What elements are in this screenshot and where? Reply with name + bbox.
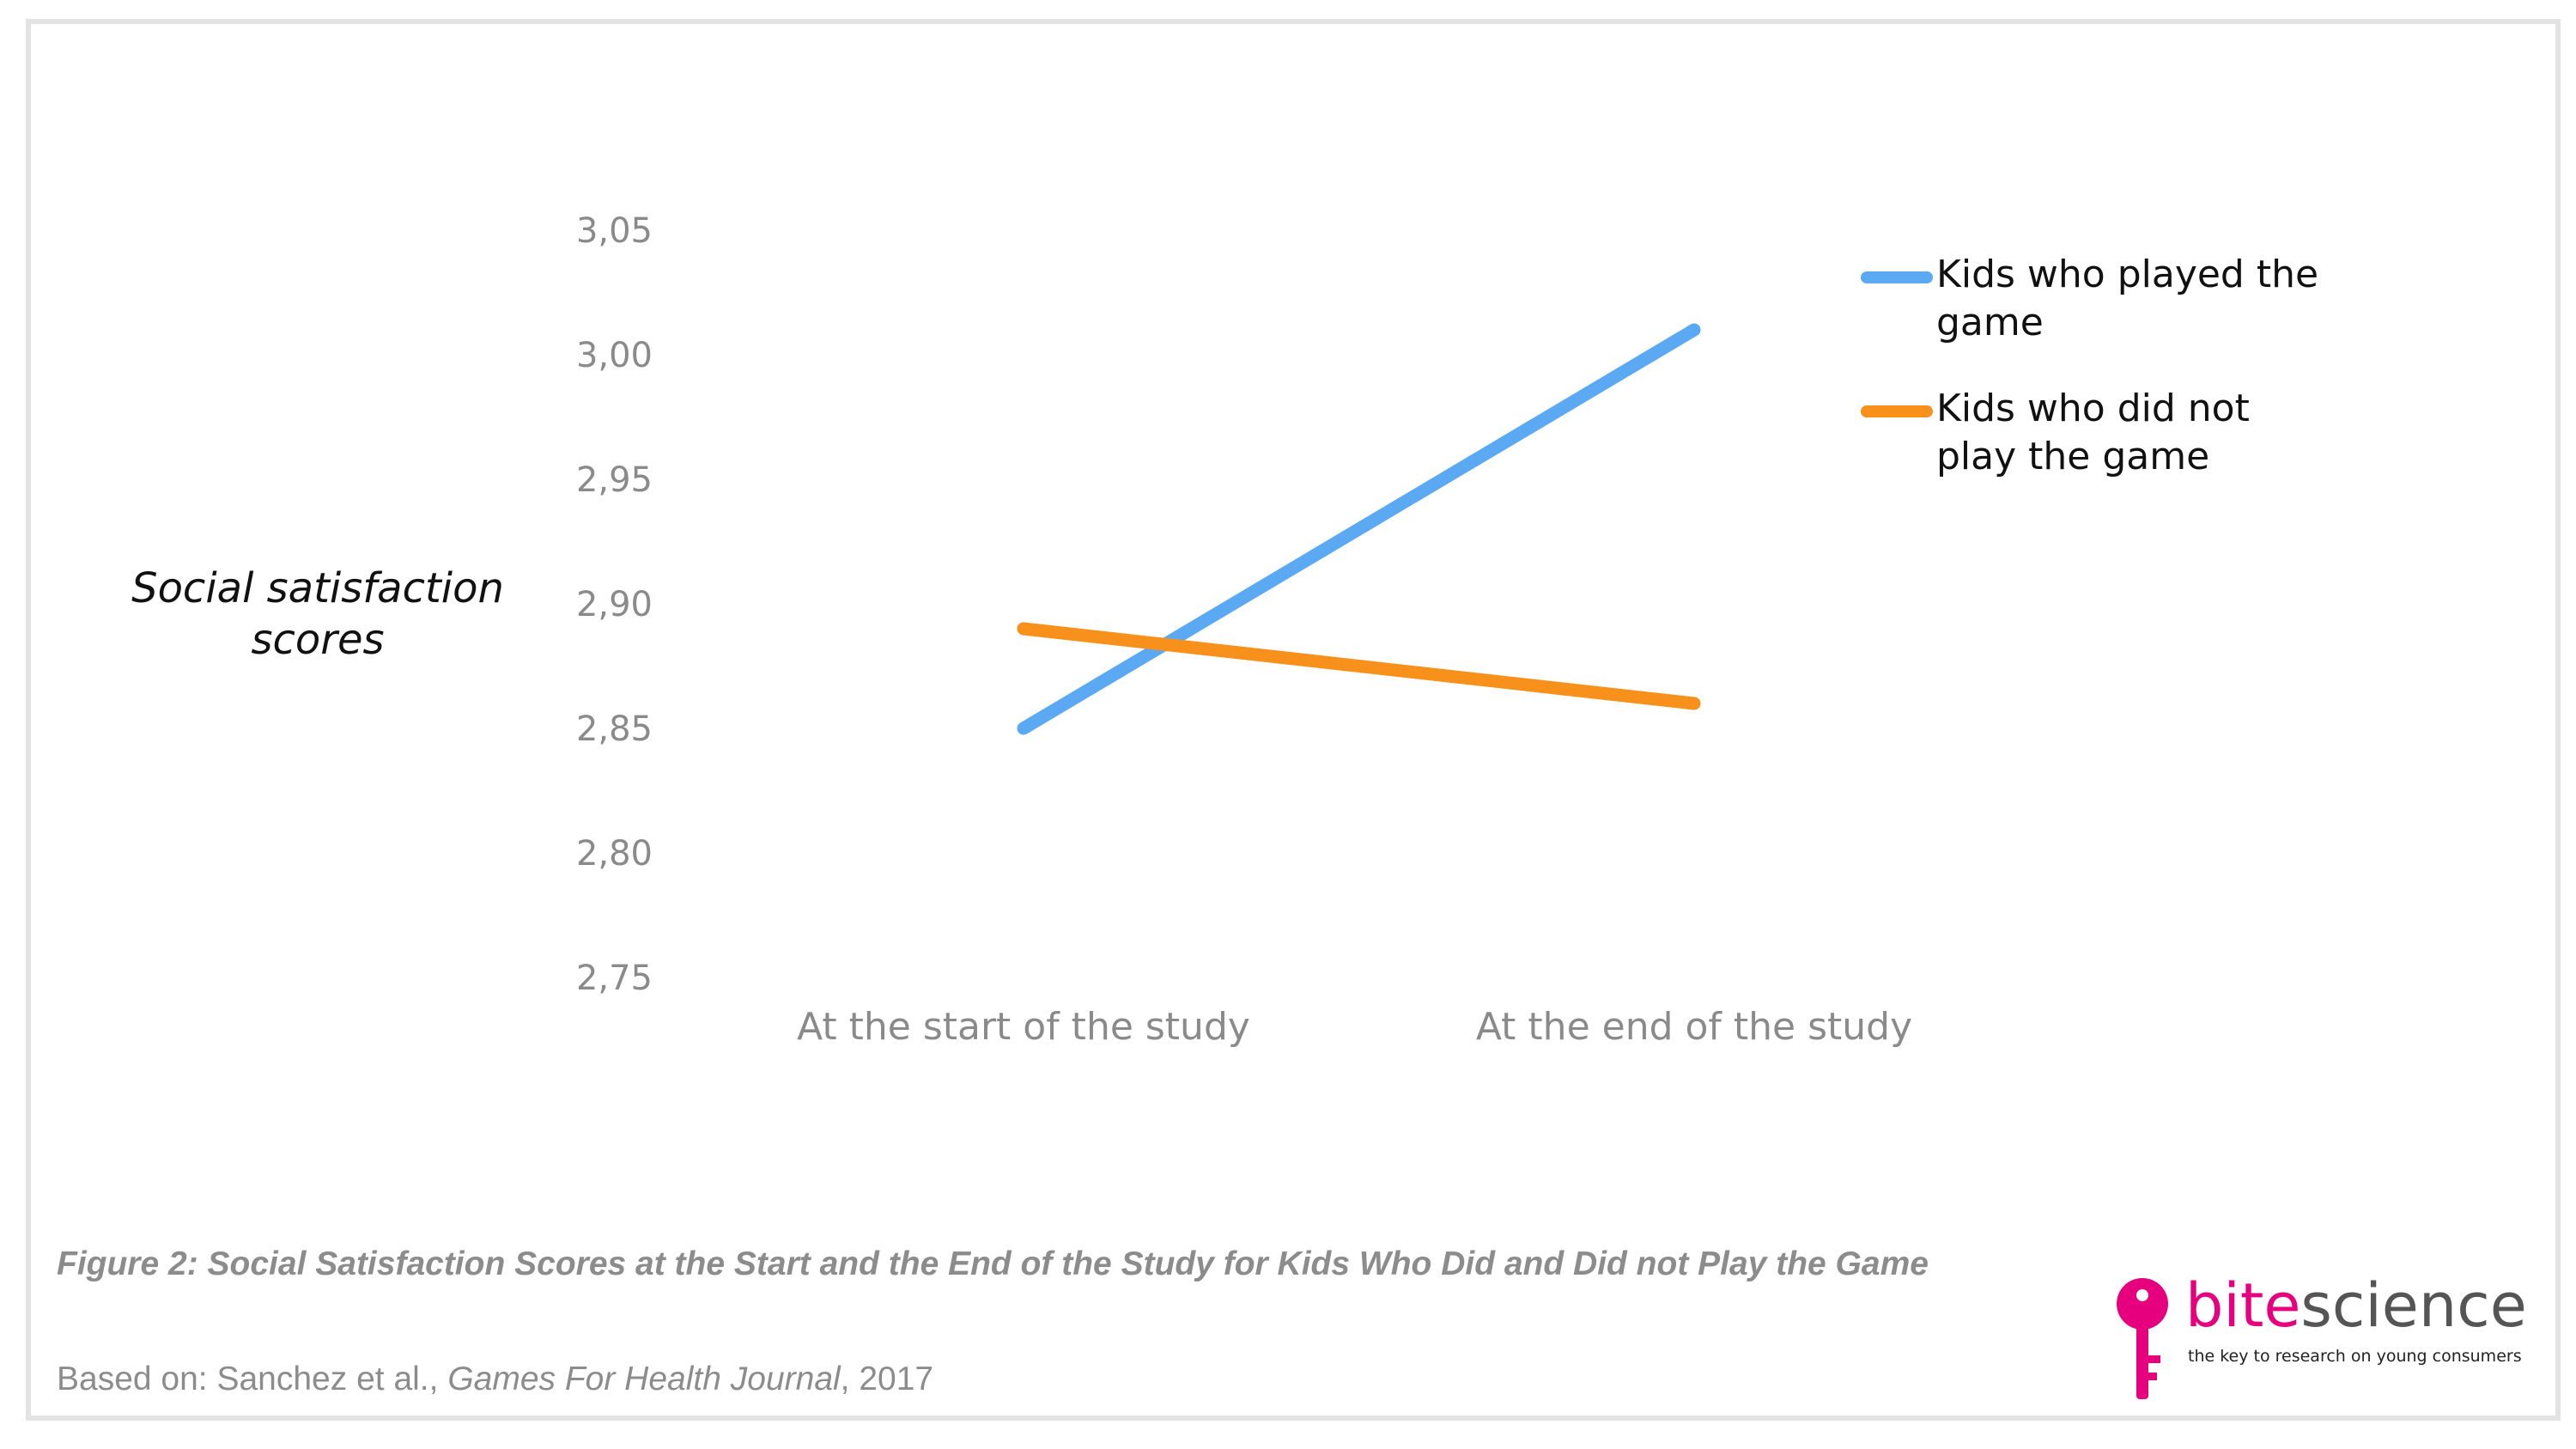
source-year: , 2017: [840, 1361, 934, 1397]
figure-caption: Figure 2: Social Satisfaction Scores at …: [57, 1245, 1929, 1282]
bitescience-logo: bitescience the key to research on young…: [2112, 1269, 2527, 1407]
series-line-2: [1017, 622, 1701, 710]
source-journal: Games For Health Journal: [447, 1361, 841, 1397]
y-axis-ticks: 3,05 3,00 2,95 2,90 2,85 2,80 2,75: [576, 211, 653, 998]
y-tick-label: 2,95: [576, 460, 653, 500]
legend-item-not-played: Kids who did not play the game: [1861, 385, 2250, 481]
y-tick-label: 3,05: [576, 211, 653, 251]
y-tick-label: 2,80: [576, 834, 653, 874]
source-citation: Based on: Sanchez et al., Games For Heal…: [57, 1361, 933, 1398]
y-tick-label: 3,00: [576, 336, 653, 375]
logo-bite: bite: [2185, 1270, 2301, 1341]
key-icon: [2117, 1278, 2168, 1399]
logo-science: science: [2300, 1270, 2527, 1341]
legend-label-played-line2: game: [1936, 301, 2044, 344]
series-line-1: [1017, 323, 1701, 735]
legend-swatch-played: [1861, 271, 1933, 283]
x-tick-label: At the start of the study: [797, 1005, 1250, 1049]
y-tick-label: 2,85: [576, 709, 653, 749]
legend-item-played: Kids who played the game: [1861, 251, 2319, 347]
y-tick-label: 2,75: [576, 959, 653, 998]
legend-label-not-played-line1: Kids who did not: [1936, 387, 2250, 430]
series-lines: [1017, 323, 1701, 735]
source-prefix: Based on: Sanchez et al.,: [57, 1361, 448, 1397]
x-tick-label: At the end of the study: [1476, 1005, 1912, 1049]
y-axis-label-line1: Social satisfaction: [131, 564, 504, 612]
legend-swatch-not-played: [1861, 405, 1933, 417]
legend-label-not-played-line2: play the game: [1936, 435, 2210, 478]
legend-label-played-line1: Kids who played the: [1936, 253, 2319, 296]
x-axis-ticks: At the start of the study At the end of t…: [797, 1005, 1912, 1049]
y-axis-label: Social satisfaction scores: [94, 563, 541, 666]
logo-tagline: the key to research on young consumers: [2188, 1347, 2522, 1366]
y-axis-label-line2: scores: [251, 616, 385, 664]
logo-wordmark: bitescience: [2185, 1269, 2527, 1342]
figure-frame: [26, 19, 2561, 1421]
y-tick-label: 2,90: [576, 585, 653, 624]
